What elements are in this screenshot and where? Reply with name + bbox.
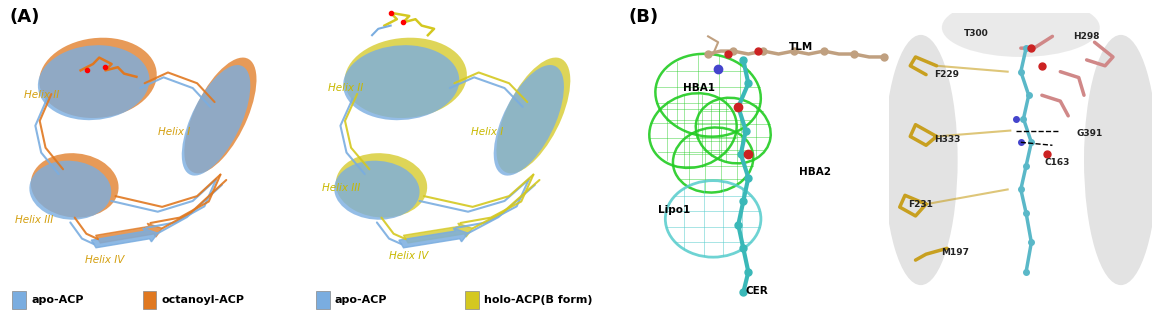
Ellipse shape xyxy=(40,38,157,118)
Text: (A): (A) xyxy=(9,8,40,26)
FancyBboxPatch shape xyxy=(466,291,479,309)
Text: Helix IV: Helix IV xyxy=(85,255,124,265)
Ellipse shape xyxy=(345,38,467,118)
Ellipse shape xyxy=(181,65,250,176)
Ellipse shape xyxy=(30,153,118,218)
Ellipse shape xyxy=(37,45,150,120)
Text: octanoyl-ACP: octanoyl-ACP xyxy=(161,295,245,305)
Text: H298: H298 xyxy=(1073,32,1100,41)
Text: CER: CER xyxy=(745,286,769,296)
Ellipse shape xyxy=(29,161,111,220)
Text: Helix I: Helix I xyxy=(158,127,190,137)
Text: Helix I: Helix I xyxy=(472,127,503,137)
Text: apo-ACP: apo-ACP xyxy=(335,295,387,305)
Text: TLM: TLM xyxy=(789,42,813,52)
FancyArrow shape xyxy=(91,228,158,248)
Text: Helix IV: Helix IV xyxy=(390,251,428,261)
FancyBboxPatch shape xyxy=(316,291,330,309)
FancyBboxPatch shape xyxy=(13,291,26,309)
Ellipse shape xyxy=(185,58,256,173)
Text: HBA2: HBA2 xyxy=(799,167,831,177)
Text: M197: M197 xyxy=(941,248,969,257)
Text: T300: T300 xyxy=(964,29,989,38)
FancyArrow shape xyxy=(399,228,468,248)
Text: Helix III: Helix III xyxy=(322,182,360,193)
Ellipse shape xyxy=(494,65,564,176)
Text: holo-ACP(B form): holo-ACP(B form) xyxy=(483,295,592,305)
Text: Lipo1: Lipo1 xyxy=(658,205,690,215)
Text: (B): (B) xyxy=(628,8,659,26)
Text: Helix II: Helix II xyxy=(329,83,364,93)
Text: Helix II: Helix II xyxy=(23,90,58,100)
Text: C163: C163 xyxy=(1045,158,1071,167)
FancyArrow shape xyxy=(96,223,163,243)
Ellipse shape xyxy=(942,0,1100,57)
FancyArrow shape xyxy=(404,223,473,243)
Ellipse shape xyxy=(496,58,570,173)
Ellipse shape xyxy=(335,161,420,220)
Ellipse shape xyxy=(343,45,460,120)
Text: F231: F231 xyxy=(908,200,934,209)
Text: H333: H333 xyxy=(934,135,961,144)
Text: Helix III: Helix III xyxy=(15,215,53,225)
Text: HBA1: HBA1 xyxy=(683,83,715,93)
FancyBboxPatch shape xyxy=(143,291,157,309)
Text: apo-ACP: apo-ACP xyxy=(32,295,83,305)
Ellipse shape xyxy=(336,153,427,218)
Text: F229: F229 xyxy=(935,70,959,79)
Text: G391: G391 xyxy=(1076,129,1102,138)
Ellipse shape xyxy=(1085,35,1158,285)
Ellipse shape xyxy=(885,35,958,285)
